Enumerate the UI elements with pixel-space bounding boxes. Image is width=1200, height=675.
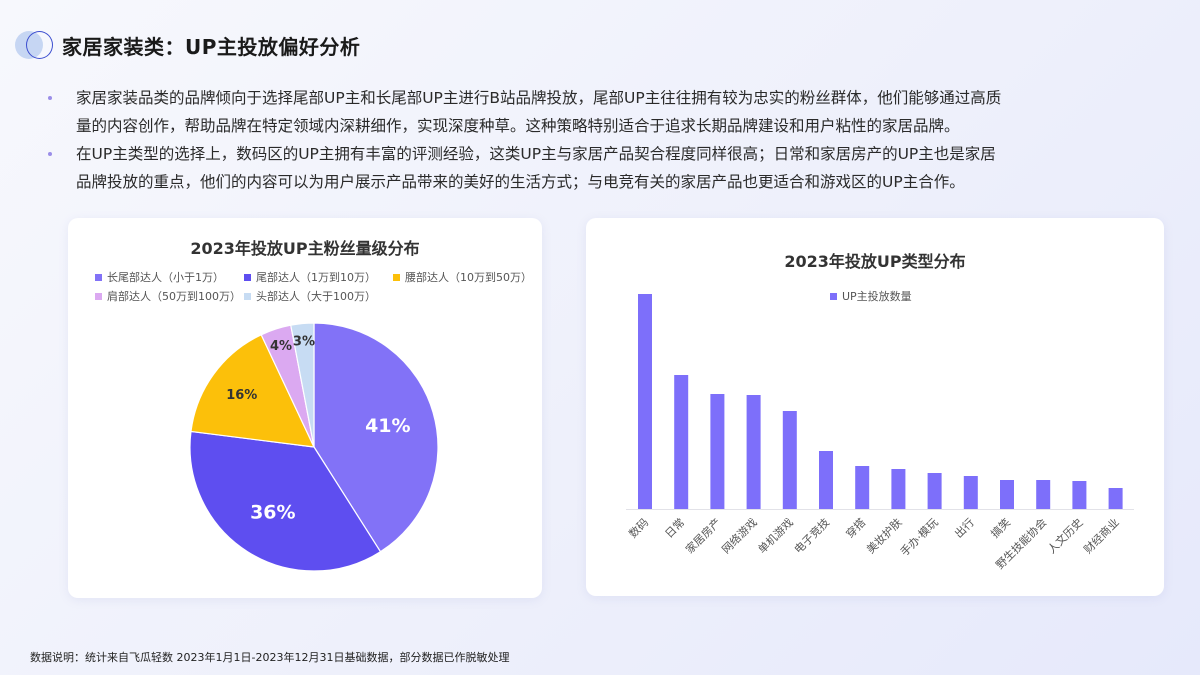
legend-swatch (830, 292, 837, 300)
x-axis-tick-label: 人文历史 (1045, 515, 1086, 556)
pie-slice-label: 16% (226, 388, 257, 403)
bar[interactable] (891, 469, 906, 509)
x-axis-tick-label: 财经商业 (1081, 515, 1122, 556)
bullet-line: 家居家装品类的品牌倾向于选择尾部UP主和长尾部UP主进行B站品牌投放，尾部UP主… (76, 89, 1002, 107)
legend-item[interactable]: UP主投放数量 (830, 288, 912, 304)
legend-item[interactable]: 长尾部达人（小于1万） (95, 269, 224, 285)
legend-swatch (244, 273, 251, 281)
legend-label: 腰部达人（10万到50万） (405, 271, 532, 284)
legend-label: 尾部达人（1万到10万） (256, 271, 376, 284)
x-axis-tick-label: 网络游戏 (719, 515, 760, 556)
legend-label: 肩部达人（50万到100万） (107, 290, 241, 303)
bar[interactable] (855, 466, 870, 509)
pie-chart: 41% 36% 16% 4% 3% (189, 322, 439, 572)
legend-item[interactable]: 头部达人（大于100万） (244, 288, 376, 304)
bar[interactable] (927, 473, 942, 509)
pie-slice[interactable] (189, 430, 382, 572)
pie-slice[interactable] (313, 322, 439, 553)
bullet-line: 品牌投放的重点，他们的内容可以为用户展示产品带来的美好的生活方式；与电竞有关的家… (76, 173, 965, 191)
page-title: 家居家装类：UP主投放偏好分析 (62, 34, 361, 59)
pie-legend: 长尾部达人（小于1万） 尾部达人（1万到10万） 腰部达人（10万到50万） 肩… (68, 218, 542, 318)
bar[interactable] (1108, 488, 1123, 509)
bullet-dot-icon (48, 96, 52, 100)
bar[interactable] (710, 394, 725, 509)
pie-slice[interactable] (190, 334, 316, 448)
legend-label: 头部达人（大于100万） (256, 290, 376, 303)
legend-swatch (95, 273, 102, 281)
bar[interactable] (1000, 480, 1014, 509)
legend-swatch (95, 292, 102, 300)
bar[interactable] (1072, 481, 1087, 509)
bullet-item: 在UP主类型的选择上，数码区的UP主拥有丰富的评测经验，这类UP主与家居产品契合… (44, 140, 1144, 196)
summary-bullets: 家居家装品类的品牌倾向于选择尾部UP主和长尾部UP主进行B站品牌投放，尾部UP主… (44, 84, 1144, 196)
bullet-dot-icon (48, 152, 52, 156)
x-axis-tick-label: 搞笑 (988, 515, 1013, 540)
bullet-line: 在UP主类型的选择上，数码区的UP主拥有丰富的评测经验，这类UP主与家居产品契合… (76, 145, 996, 163)
bar[interactable] (819, 451, 833, 509)
bar[interactable] (1036, 480, 1051, 509)
x-axis-tick-label: 出行 (951, 515, 976, 540)
x-axis-tick-label: 单机游戏 (755, 515, 796, 556)
bar[interactable] (963, 476, 978, 509)
x-axis-tick-label: 日常 (663, 516, 688, 541)
pie-slice-label: 4% (270, 339, 292, 354)
pie-slice[interactable] (290, 322, 315, 448)
pie-slice-label: 36% (250, 502, 295, 524)
pie-chart-card: 2023年投放UP主粉丝量级分布 长尾部达人（小于1万） 尾部达人（1万到10万… (68, 218, 542, 598)
bar[interactable] (746, 395, 761, 509)
legend-item[interactable]: 腰部达人（10万到50万） (393, 269, 532, 285)
x-axis-tick-label: 穿搭 (843, 515, 868, 540)
pie-slice-label: 41% (365, 415, 410, 437)
x-axis-tick-label: 手办·模玩 (897, 515, 940, 558)
bar-chart-title: 2023年投放UP类型分布 (784, 252, 966, 271)
logo-circles-icon (14, 30, 56, 60)
legend-swatch (244, 292, 251, 300)
bullet-item: 家居家装品类的品牌倾向于选择尾部UP主和长尾部UP主进行B站品牌投放，尾部UP主… (44, 84, 1144, 140)
legend-label: UP主投放数量 (842, 290, 912, 303)
legend-label: 长尾部达人（小于1万） (107, 271, 224, 284)
data-source-note: 数据说明：统计来自飞瓜轻数 2023年1月1日-2023年12月31日基础数据，… (30, 651, 510, 664)
x-axis-tick-label: 数码 (626, 516, 651, 541)
pie-chart-title: 2023年投放UP主粉丝量级分布 (190, 239, 420, 258)
bar-chart-card: 2023年投放UP类型分布 UP主投放数量 数码 日常 家居房产 网络游戏 单机游戏 电子… (586, 218, 1164, 596)
x-axis-tick-label: 电子竞技 (791, 515, 832, 556)
x-axis-tick-label: 家居房产 (683, 515, 724, 556)
legend-item[interactable]: 尾部达人（1万到10万） (244, 269, 376, 285)
pie-slice-label: 3% (293, 334, 315, 349)
legend-item[interactable]: 肩部达人（50万到100万） (95, 288, 241, 304)
bar[interactable] (782, 411, 797, 509)
bullet-line: 量的内容创作，帮助品牌在特定领域内深耕细作，实现深度种草。这种策略特别适合于追求… (76, 117, 960, 135)
bar[interactable] (638, 294, 652, 509)
legend-swatch (393, 273, 400, 281)
page-header: 家居家装类：UP主投放偏好分析 (14, 30, 360, 60)
bar[interactable] (674, 375, 689, 509)
